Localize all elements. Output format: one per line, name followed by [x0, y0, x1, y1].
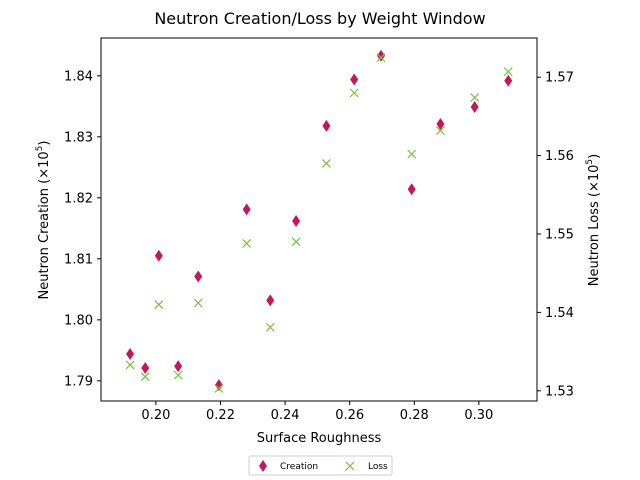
y-axis-right-label-close: )	[587, 154, 602, 159]
creation-point	[407, 183, 416, 196]
plot-frame	[100, 37, 538, 402]
y-axis-left-label-close: )	[37, 141, 52, 146]
creation-point	[436, 118, 445, 131]
legend-label-creation: Creation	[280, 462, 318, 472]
loss-point	[242, 238, 252, 248]
loss-point	[125, 360, 135, 370]
y-axis-left-label: Neutron Creation (×105)	[35, 141, 52, 300]
y-left-tick-label: 1.79	[64, 374, 93, 389]
x-tick-label: 0.24	[271, 408, 300, 423]
creation-point	[242, 203, 251, 216]
x-axis-label: Surface Roughness	[257, 431, 382, 446]
loss-point	[322, 159, 331, 168]
creation-point	[292, 215, 301, 228]
chart-title: Neutron Creation/Loss by Weight Window	[154, 9, 485, 28]
creation-point	[470, 100, 479, 113]
loss-point	[376, 53, 386, 63]
loss-point	[265, 322, 275, 332]
y-left-tick-label: 1.84	[64, 69, 93, 84]
creation-point	[194, 270, 203, 283]
x-tick-label: 0.30	[464, 408, 493, 423]
x-axis: 0.20 0.22 0.24 0.26 0.28 0.30	[141, 401, 493, 423]
x-tick-label: 0.28	[400, 408, 429, 423]
loss-point	[214, 384, 224, 393]
y-left-tick-label: 1.80	[64, 313, 93, 328]
loss-point	[154, 300, 164, 309]
creation-point	[504, 74, 513, 87]
y-axis-left-label-exponent: 5	[35, 146, 45, 152]
loss-point	[173, 370, 183, 380]
creation-point	[126, 348, 135, 361]
loss-point	[140, 372, 150, 382]
loss-point	[291, 237, 301, 247]
data-markers	[125, 49, 513, 393]
y-right-tick-label: 1.53	[545, 384, 574, 399]
y-right-tick-label: 1.56	[545, 149, 574, 164]
loss-point	[470, 93, 480, 103]
legend-x-icon	[345, 461, 355, 471]
y-left-tick-label: 1.83	[64, 130, 93, 145]
y-left-tick-label: 1.81	[64, 252, 93, 267]
creation-point	[141, 362, 150, 375]
loss-point	[407, 149, 417, 159]
y-right-tick-label: 1.55	[545, 228, 574, 243]
loss-point	[436, 126, 445, 135]
y-right-tick-label: 1.57	[545, 71, 574, 86]
loss-point	[193, 298, 203, 308]
creation-point	[266, 294, 275, 307]
creation-point	[174, 360, 183, 373]
y-right-tick-label: 1.54	[545, 306, 574, 321]
loss-point	[503, 67, 513, 77]
creation-point	[350, 73, 359, 86]
y-axis-right-label-exponent: 5	[585, 159, 595, 165]
x-tick-label: 0.22	[206, 408, 235, 423]
y-axis-left: 1.79 1.80 1.81 1.82 1.83 1.84	[64, 69, 101, 389]
creation-point	[154, 249, 163, 262]
legend-label-loss: Loss	[368, 462, 388, 472]
x-tick-label: 0.20	[141, 408, 170, 423]
legend: Creation Loss	[248, 455, 393, 476]
loss-point	[349, 88, 359, 98]
y-axis-right-label: Neutron Loss (×105)	[585, 154, 602, 286]
legend-box	[248, 455, 393, 476]
creation-point	[377, 49, 386, 62]
creation-point	[322, 119, 331, 132]
y-axis-left-label-text: Neutron Creation (×10	[37, 151, 52, 299]
y-axis-right: 1.53 1.54 1.55 1.56 1.57	[537, 71, 574, 399]
creation-point	[214, 379, 223, 392]
y-axis-right-label-text: Neutron Loss (×10	[587, 165, 602, 287]
y-left-tick-label: 1.82	[64, 191, 93, 206]
x-tick-label: 0.26	[335, 408, 364, 423]
legend-diamond-icon	[259, 460, 267, 472]
